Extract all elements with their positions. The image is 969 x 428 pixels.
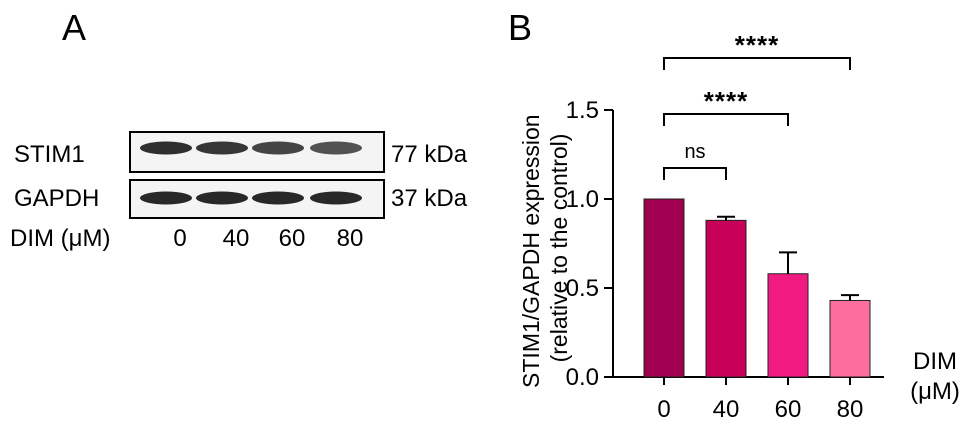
y-tick-label: 0.5 — [566, 275, 599, 302]
x-tick-label: 60 — [775, 396, 802, 423]
x-axis-title-line-2: (μM) — [910, 378, 960, 405]
stim1-size-label: 77 kDa — [391, 141, 468, 168]
significance-label: ns — [684, 141, 705, 163]
gapdh-band — [252, 191, 304, 205]
stim1-band — [252, 141, 304, 155]
x-tick-label: 80 — [837, 396, 864, 423]
gapdh-size-label: 37 kDa — [391, 185, 468, 212]
gapdh-label: GAPDH — [14, 185, 99, 212]
x-axis-title-line-1: DIM — [913, 348, 957, 375]
stim1-band — [140, 141, 192, 155]
y-axis-title-line-2: (relative to the control) — [546, 134, 572, 363]
y-axis-title: STIM1/GAPDH expression (relative to the … — [518, 108, 572, 388]
gapdh-band — [310, 191, 362, 205]
lane-label: 60 — [279, 225, 306, 252]
stim1-blot — [129, 131, 385, 173]
dim-treatment-label: DIM (μM) — [10, 225, 110, 252]
significance-label: **** — [704, 86, 748, 116]
bar — [705, 219, 747, 378]
x-tick-label: 40 — [713, 396, 740, 423]
lane-label: 40 — [223, 225, 250, 252]
significance-bracket — [663, 167, 727, 180]
lane-labels: 0 40 60 80 — [173, 225, 363, 252]
stim1-band — [196, 141, 248, 155]
significance-label: **** — [735, 30, 779, 60]
significance-bracket — [663, 57, 851, 70]
bar — [767, 273, 809, 378]
x-tick-label: 0 — [657, 396, 670, 423]
bar — [829, 299, 871, 378]
y-tick-label: 1.5 — [566, 97, 599, 124]
panel-a-letter: A — [62, 7, 86, 48]
panel-b-letter: B — [508, 7, 532, 48]
y-tick-label: 1.0 — [566, 186, 599, 213]
y-tick-label: 0.0 — [566, 364, 599, 391]
panel-a: A STIM1 77 kDa GAPDH 37 kDa DIM (μM) 0 40… — [10, 7, 468, 252]
gapdh-band — [140, 191, 192, 205]
panel-b: B STIM1/GAPDH expression (relative to th… — [508, 7, 960, 423]
bar — [643, 198, 685, 378]
stim1-label: STIM1 — [14, 141, 85, 168]
lane-label: 0 — [173, 225, 186, 252]
bar-chart: 0.0 0.5 1.0 1.5 0 40 60 80 ns **** **** — [566, 30, 884, 423]
stim1-band — [310, 141, 362, 155]
significance-bracket — [663, 113, 789, 126]
gapdh-blot — [129, 179, 385, 219]
lane-label: 80 — [337, 225, 364, 252]
gapdh-band — [196, 191, 248, 205]
y-axis-title-line-1: STIM1/GAPDH expression — [518, 114, 544, 388]
